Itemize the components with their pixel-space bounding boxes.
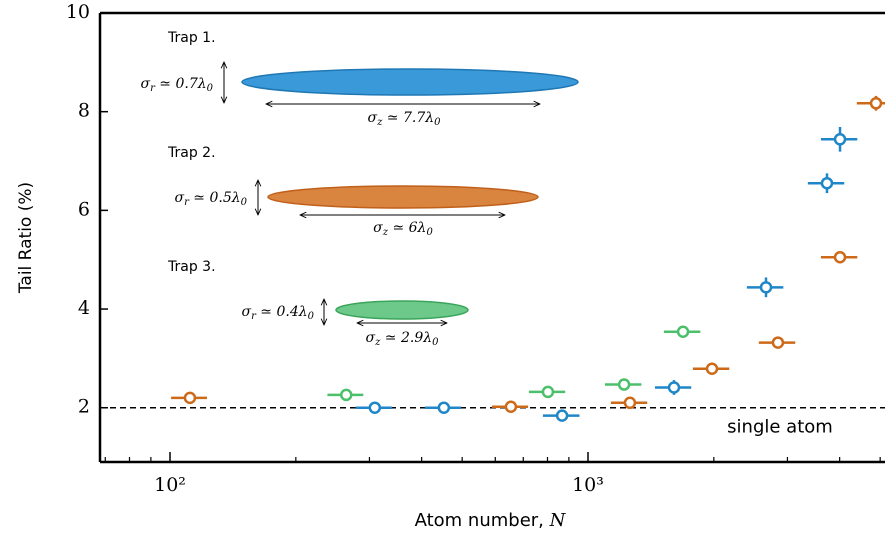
trap-2-ellipse: [267, 185, 539, 209]
x-axis-label-var: N: [549, 510, 567, 531]
trap-label: Trap 3.: [167, 259, 216, 275]
subscript: r: [251, 311, 257, 322]
subscript: r: [184, 197, 190, 208]
data-point: [368, 401, 382, 414]
trap-1-ellipse: [241, 68, 579, 96]
y-axis-label: Tail Ratio (%): [16, 182, 36, 294]
label-part: ≃ 0.7λ: [155, 76, 207, 92]
data-point: [771, 336, 785, 349]
label-part: ≃ 0.5λ: [189, 190, 241, 206]
subscript: 0: [308, 311, 315, 322]
x-axis-label-text: Atom number,: [415, 510, 550, 531]
data-point: [504, 400, 518, 413]
data-point: [833, 250, 847, 264]
sigma-label: σz ≃ 6λ0: [373, 220, 433, 238]
y-tick-label: 4: [78, 297, 90, 319]
data-point: [617, 378, 631, 391]
data-point: [623, 396, 637, 410]
sigma-label: σr ≃ 0.7λ0: [141, 76, 214, 94]
label-part: σ: [141, 76, 151, 92]
label-part: σ: [366, 330, 376, 346]
label-part: ≃ 6λ: [388, 220, 426, 236]
x-tick-label: 10²: [154, 474, 186, 496]
data-point: [869, 97, 883, 110]
y-tick-label: 6: [78, 198, 90, 220]
sigma-label: σr ≃ 0.5λ0: [175, 190, 248, 208]
sigma-label: σz ≃ 2.9λ0: [366, 330, 440, 348]
y-tick-label: 8: [78, 100, 90, 122]
label-part: σ: [368, 110, 378, 126]
data-point: [339, 388, 353, 402]
trap-illustrations: [224, 62, 579, 325]
subscript: 0: [434, 117, 441, 128]
sigma-label: σr ≃ 0.4λ0: [242, 304, 315, 322]
label-part: ≃ 0.4λ: [256, 304, 308, 320]
data-point: [820, 176, 834, 190]
data-point: [183, 391, 197, 405]
subscript: z: [376, 117, 383, 128]
y-tick-label: 2: [78, 396, 90, 418]
x-tick-label: 10³: [572, 474, 604, 496]
sigma-label: σz ≃ 7.7λ0: [368, 110, 442, 128]
label-part: ≃ 7.7λ: [382, 110, 434, 126]
subscript: 0: [426, 227, 433, 238]
x-axis-label: Atom number, N: [415, 510, 567, 531]
subscript: 0: [207, 83, 214, 94]
data-point: [667, 381, 681, 394]
data-point: [676, 325, 690, 338]
label-part: σ: [242, 304, 252, 320]
label-part: σ: [373, 220, 383, 236]
label-part: ≃ 2.9λ: [380, 330, 432, 346]
trap-label: Trap 1.: [167, 30, 216, 46]
trap-3-ellipse: [335, 300, 469, 320]
subscript: z: [382, 227, 389, 238]
data-point: [833, 133, 847, 146]
label-part: σ: [175, 190, 185, 206]
subscript: 0: [241, 197, 248, 208]
y-tick-label: 10: [66, 1, 90, 23]
data-point: [555, 409, 569, 422]
trap-label: Trap 2.: [167, 145, 216, 161]
subscript: 0: [432, 337, 439, 348]
data-point: [759, 281, 773, 294]
data-point: [705, 362, 719, 375]
subscript: z: [374, 337, 381, 348]
data-point: [541, 385, 555, 399]
data-point: [437, 401, 451, 414]
subscript: r: [150, 83, 156, 94]
reference-label: single atom: [727, 417, 833, 438]
